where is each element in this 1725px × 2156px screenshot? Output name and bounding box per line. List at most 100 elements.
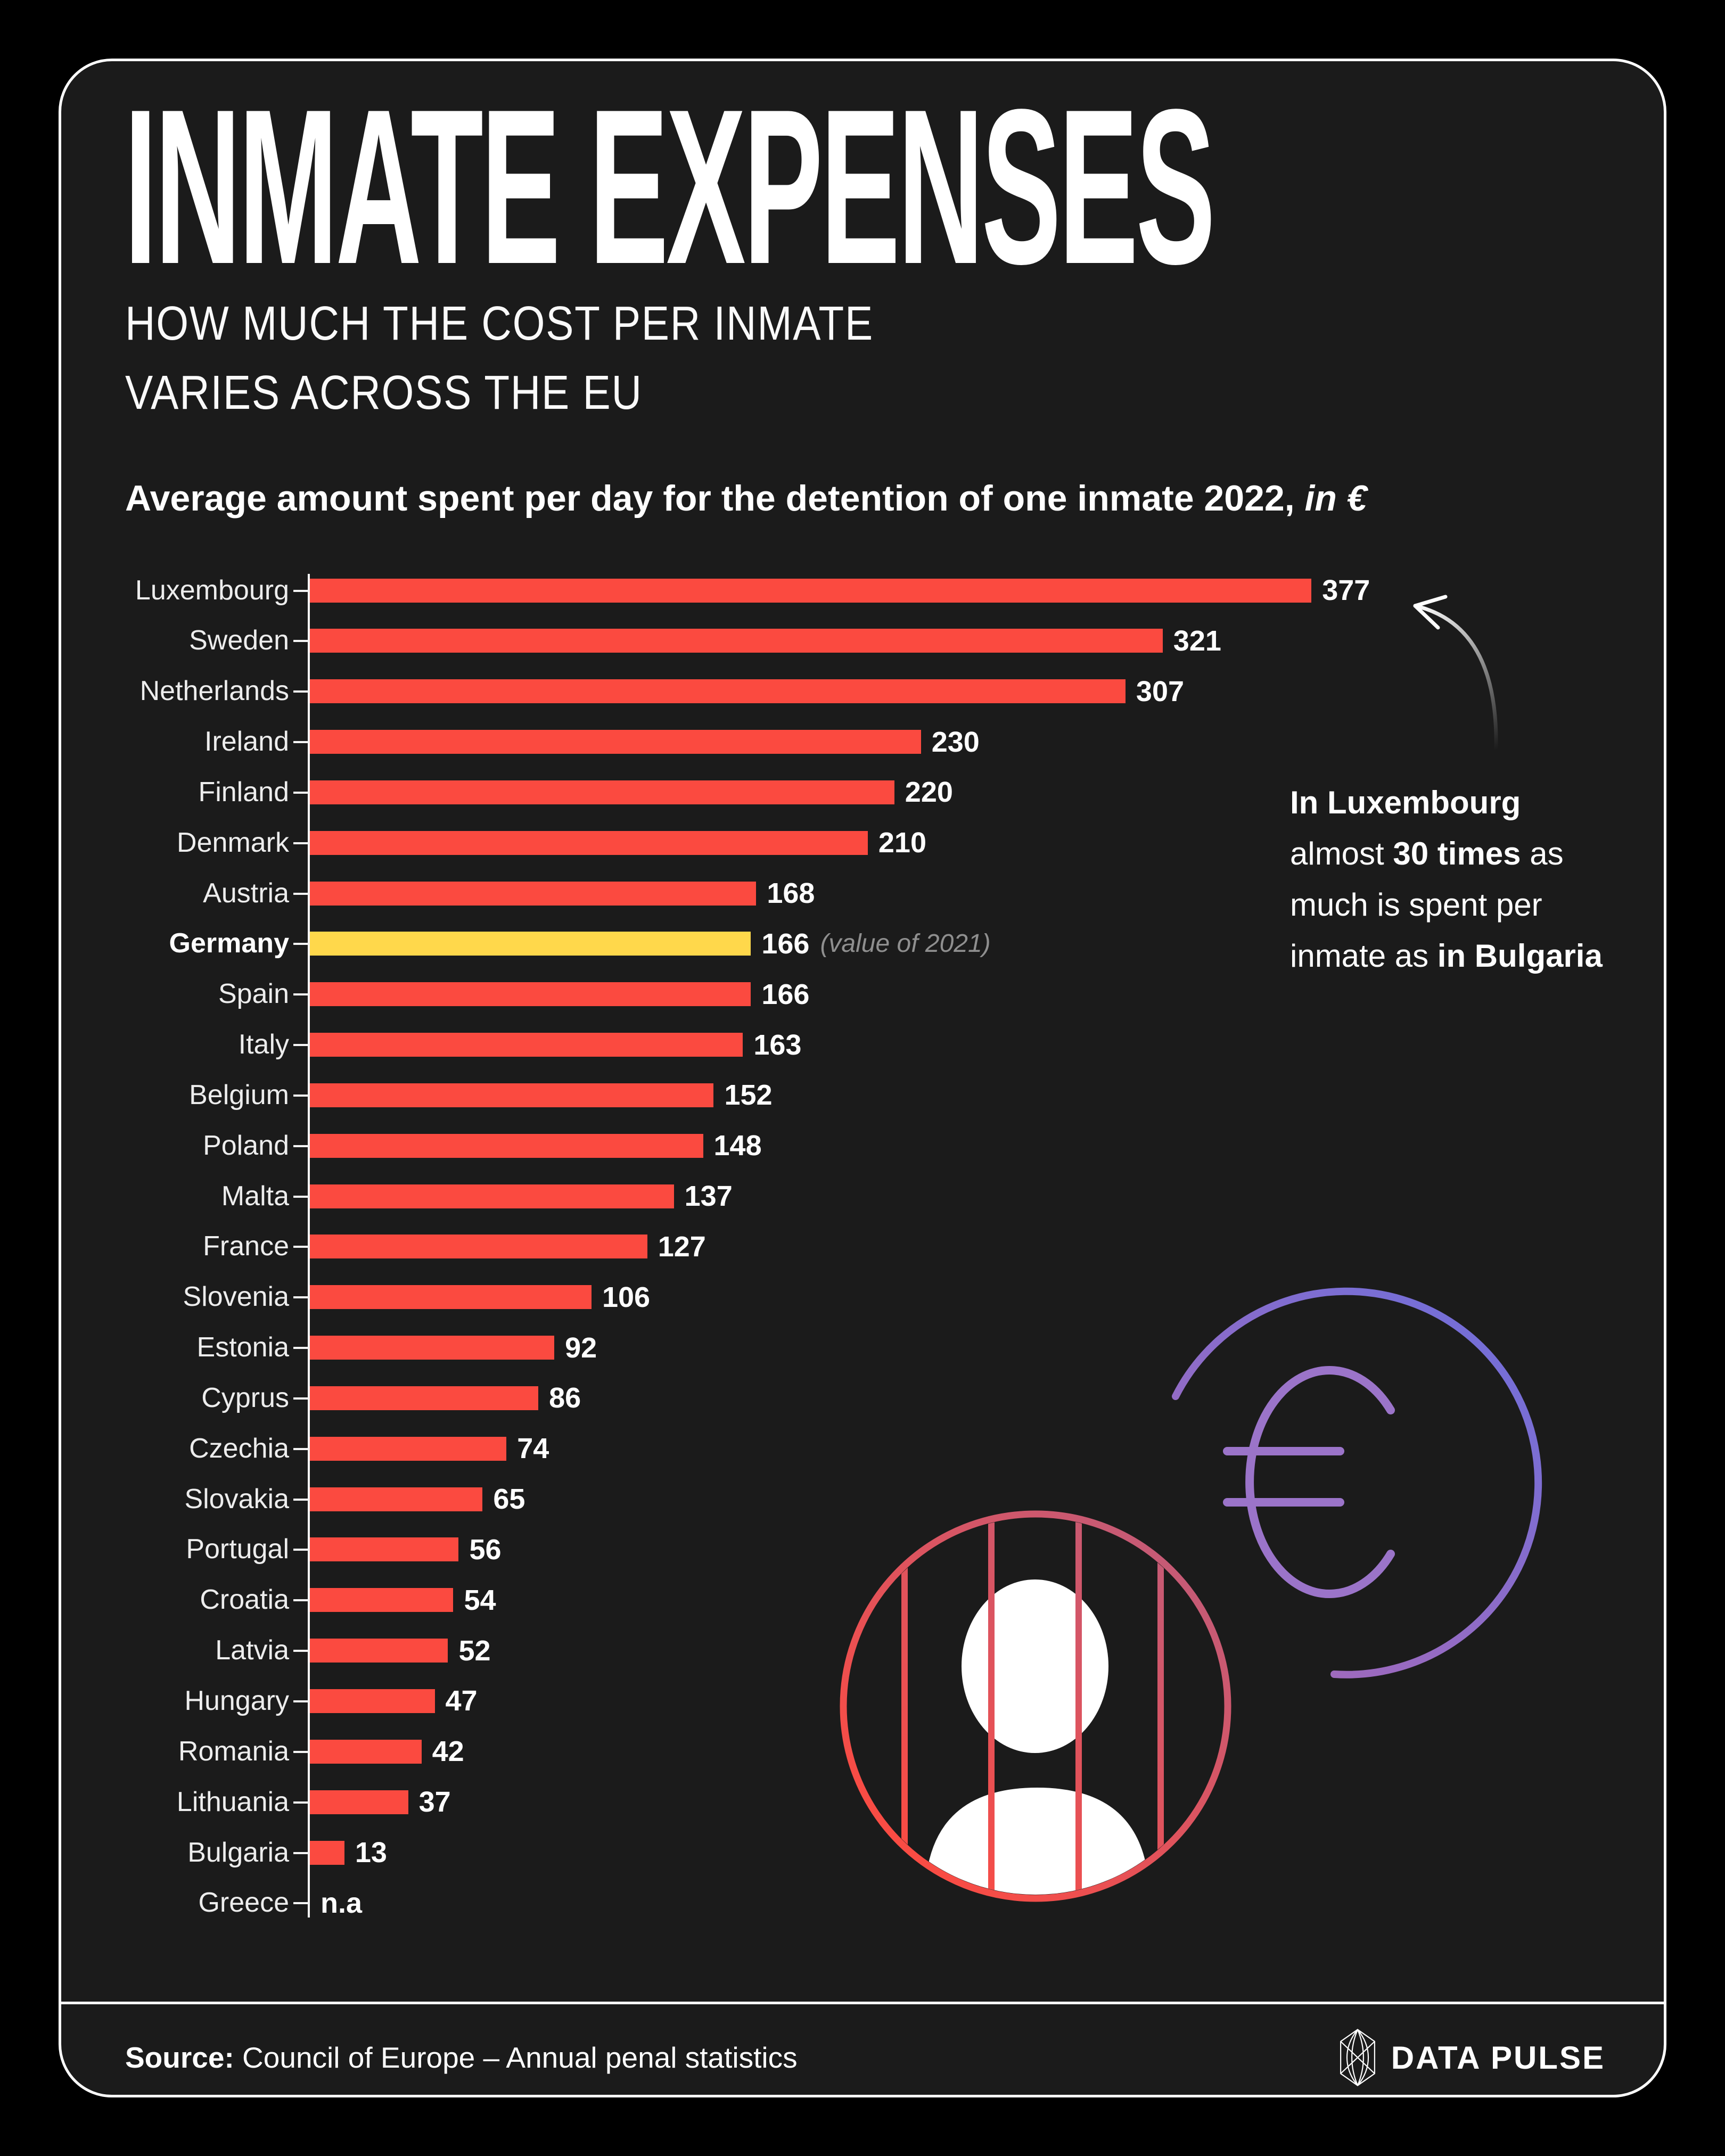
bar [310,1840,344,1865]
country-label: Lithuania [176,1786,289,1817]
infographic-card: INMATE EXPENSES HOW MUCH THE COST PER IN… [59,59,1666,2097]
country-label: Luxembourg [135,574,289,606]
value-label: 56 [469,1533,502,1566]
bar [310,932,751,956]
annotation-line-1: In Luxembourg [1290,785,1521,820]
bar [310,1133,703,1158]
bar [310,1436,507,1461]
bar [310,1033,743,1057]
country-label: Sweden [189,625,289,656]
axis-tick [293,791,308,794]
annotation-line-4: inmate as in Bulgaria [1290,938,1603,974]
country-label: Poland [203,1130,289,1161]
subtitle-line-1: HOW MUCH THE COST PER INMATE [125,297,874,350]
bar [310,629,1163,653]
value-label: 13 [355,1837,387,1869]
bar [310,780,894,804]
value-label: 54 [464,1584,496,1616]
bar [310,1083,714,1107]
axis-tick [293,892,308,895]
bar-chart: Luxembourg 377 Sweden 321 Netherlands 307 Irel… [61,61,1664,2095]
chart-row: Czechia 74 [61,1423,1664,1474]
bar [310,1386,539,1410]
value-label: 230 [931,726,980,758]
chart-heading: Average amount spent per day for the det… [125,478,1367,519]
bar [310,881,757,906]
bar [310,1235,647,1259]
chart-row: Estonia 92 [61,1322,1664,1373]
chart-row: Lithuania 37 [61,1777,1664,1828]
country-label: Romania [178,1735,289,1767]
chart-row: Netherlands 307 [61,666,1664,717]
value-label: 65 [493,1483,525,1516]
bar [310,1588,454,1612]
bar [310,1184,674,1208]
value-label: 127 [658,1230,706,1263]
value-label: 168 [767,877,815,910]
chart-row: Denmark 210 [61,818,1664,868]
axis-tick [293,1195,308,1198]
axis-tick [293,842,308,844]
axis-tick [293,943,308,945]
chart-row: Portugal 56 [61,1524,1664,1575]
bar [310,1639,448,1663]
value-label: 137 [684,1180,733,1213]
axis-tick [293,1296,308,1299]
value-label: 321 [1173,624,1221,657]
axis-tick [293,1902,308,1905]
bar [310,1537,459,1562]
country-label: Slovenia [183,1281,289,1313]
bar [310,1487,483,1511]
bar [310,679,1126,704]
value-label: 220 [905,776,953,809]
value-label: 210 [878,827,926,859]
brand-wordmark: DATA PULSE [1391,2039,1605,2076]
chart-row: Bulgaria 13 [61,1828,1664,1878]
axis-tick [293,1246,308,1248]
value-label: 166 [761,927,810,960]
annotation-callout: In Luxembourg almost 30 times as much is… [1290,777,1641,982]
country-label: Germany [169,928,289,959]
axis-tick [293,690,308,693]
bar [310,730,921,754]
country-label: Ireland [204,726,289,758]
chart-row: Ireland 230 [61,717,1664,767]
chart-heading-unit: in € [1304,478,1367,519]
country-label: Italy [238,1029,289,1060]
value-label: 47 [445,1685,478,1717]
country-label: Netherlands [139,676,289,707]
axis-tick [293,1549,308,1551]
page-title: INMATE EXPENSES [124,63,1215,310]
axis-tick [293,1145,308,1147]
footer: Source: Council of Europe – Annual penal… [61,2018,1664,2095]
axis-tick [293,640,308,643]
axis-tick [293,741,308,744]
y-axis-line [308,574,310,1918]
country-label: Slovakia [184,1483,289,1515]
country-label: Malta [221,1180,289,1212]
chart-row: Slovakia 65 [61,1474,1664,1525]
chart-row: Romania 42 [61,1726,1664,1777]
country-label: Hungary [184,1685,289,1716]
country-label: Belgium [189,1079,289,1110]
country-label: Cyprus [201,1382,289,1413]
chart-row: Slovenia 106 [61,1272,1664,1322]
bar [310,1739,422,1764]
value-label: 92 [565,1331,597,1364]
value-label: 74 [517,1433,549,1465]
chart-row: Hungary 47 [61,1676,1664,1726]
axis-tick [293,1347,308,1349]
chart-row: Spain 166 [61,969,1664,1019]
chart-row: Greece n.a [61,1878,1664,1928]
chart-heading-main: Average amount spent per day for the det… [125,478,1305,519]
value-label: 377 [1322,574,1370,606]
value-label: 152 [724,1079,773,1112]
country-label: Estonia [196,1332,289,1363]
chart-row: Cyprus 86 [61,1373,1664,1423]
source-label: Source: [125,2041,234,2074]
value-label: 166 [761,978,810,1010]
country-label: Greece [198,1887,289,1919]
bar [310,982,751,1007]
value-label: 307 [1136,675,1185,707]
bar [310,830,868,855]
